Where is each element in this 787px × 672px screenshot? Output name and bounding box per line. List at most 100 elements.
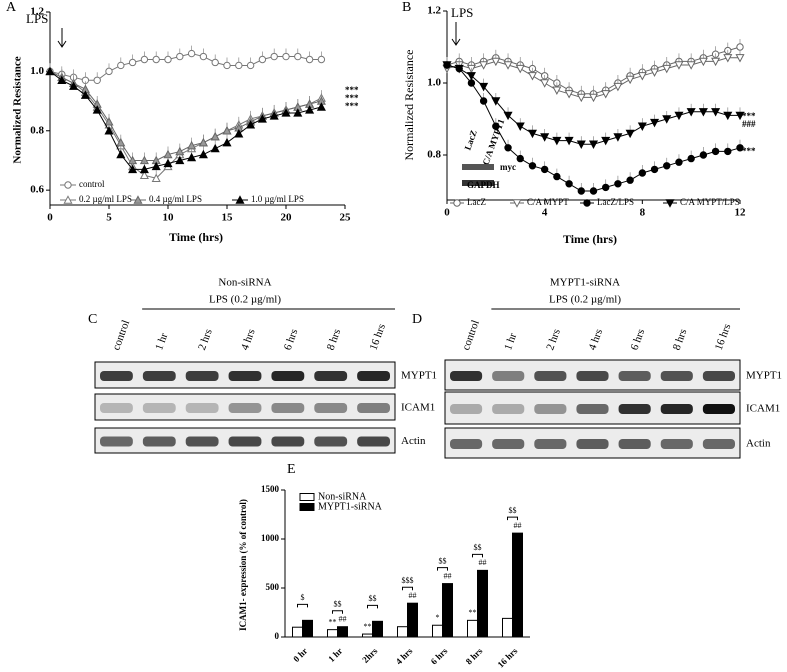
legend-label: 0.2 µg/ml LPS [79, 194, 132, 204]
point [133, 195, 143, 204]
point [583, 199, 591, 207]
significance: $$ [509, 506, 517, 515]
significance: ## [479, 558, 487, 567]
row-label: ICAM1 [401, 402, 435, 414]
point [665, 199, 675, 208]
point [479, 61, 489, 70]
point [528, 162, 537, 170]
point [711, 57, 721, 67]
point [258, 55, 267, 64]
point [686, 108, 696, 117]
lane-label: 16 hrs [367, 322, 388, 352]
point [516, 154, 524, 163]
point [198, 137, 208, 147]
point [117, 61, 125, 70]
bar [512, 532, 523, 638]
lane-label: control [460, 318, 482, 351]
blot-panel [94, 393, 396, 421]
lane-label: 8 hrs [325, 327, 344, 351]
point [527, 129, 537, 139]
y-tick-label: 0 [275, 631, 280, 641]
significance: $$ [334, 600, 342, 609]
lane-label: 1 hr [153, 331, 170, 352]
panel-letter: A [6, 0, 17, 15]
point [674, 61, 684, 70]
point [176, 52, 184, 61]
point [269, 111, 279, 120]
blot-band [357, 371, 390, 381]
y-tick-label: 0.6 [30, 184, 44, 196]
point [104, 126, 114, 135]
point [552, 136, 562, 146]
legend-label: C/A MYPT [527, 197, 569, 207]
arrow [57, 28, 67, 48]
blot-band [492, 439, 525, 449]
blot-band [271, 436, 305, 447]
x-tick-label: 1 hr [326, 646, 344, 664]
point [662, 64, 672, 74]
bar [292, 626, 303, 638]
y-tick-label: 1.0 [427, 77, 441, 89]
point [140, 55, 149, 64]
y-tick-label: 0.8 [30, 124, 44, 136]
panel-letter: D [412, 312, 422, 327]
x-tick-label: 8 [640, 207, 646, 219]
x-tick-label: 6 hrs [429, 645, 450, 666]
x-tick-label: 0 hr [291, 646, 309, 664]
legend-label: 0.4 µg/ml LPS [149, 194, 202, 204]
point [637, 122, 647, 131]
y-tick-label: 1500 [261, 484, 280, 494]
significance: ** [364, 622, 372, 631]
blot-band [450, 404, 483, 414]
point [687, 154, 695, 163]
point [105, 67, 113, 76]
row-label: Actin [401, 435, 426, 447]
point [116, 137, 126, 147]
point [675, 158, 683, 166]
point [577, 187, 585, 195]
blot-band [271, 371, 305, 381]
point [650, 118, 660, 128]
point [601, 90, 611, 99]
lane-label: 4 hrs [586, 327, 605, 351]
blot-band [618, 439, 651, 449]
significance: ## [444, 571, 452, 580]
point [650, 165, 659, 174]
legend-label: MYPT1-siRNA [318, 501, 383, 512]
blot-treatment: LPS (0.2 µg/ml) [209, 294, 281, 306]
blot-band [660, 404, 693, 414]
point [686, 61, 696, 70]
x-tick-label: 25 [340, 212, 352, 224]
blot-band [702, 404, 735, 414]
blot-band [228, 436, 262, 447]
row-label: Actin [746, 438, 771, 450]
point [246, 61, 255, 70]
legend-label: 1.0 µg/ml LPS [251, 194, 304, 204]
significance: $ [301, 593, 305, 602]
legend-label: C/A MYPT/LPS [680, 197, 740, 207]
point [515, 64, 525, 74]
lane-label: 6 hrs [282, 327, 301, 351]
significance: ** [469, 608, 477, 617]
point [650, 68, 660, 77]
point [92, 105, 102, 114]
series-line [446, 64, 741, 192]
point [735, 54, 745, 63]
legend-label: Non-siRNA [318, 491, 367, 502]
significance: $$$ [402, 576, 414, 585]
lane-label: 1 hr [502, 331, 519, 352]
inset-label: C/A MYPT1 [480, 117, 506, 166]
point [128, 164, 138, 174]
significance: ** [329, 617, 337, 626]
point [576, 140, 586, 149]
point [235, 195, 245, 204]
point [64, 181, 72, 189]
point [663, 162, 671, 170]
annotation: *** [742, 111, 756, 121]
bar [432, 624, 443, 638]
point [711, 108, 721, 117]
point [479, 82, 489, 92]
annotation: *** [345, 101, 359, 111]
point [222, 137, 232, 147]
point [492, 122, 500, 130]
